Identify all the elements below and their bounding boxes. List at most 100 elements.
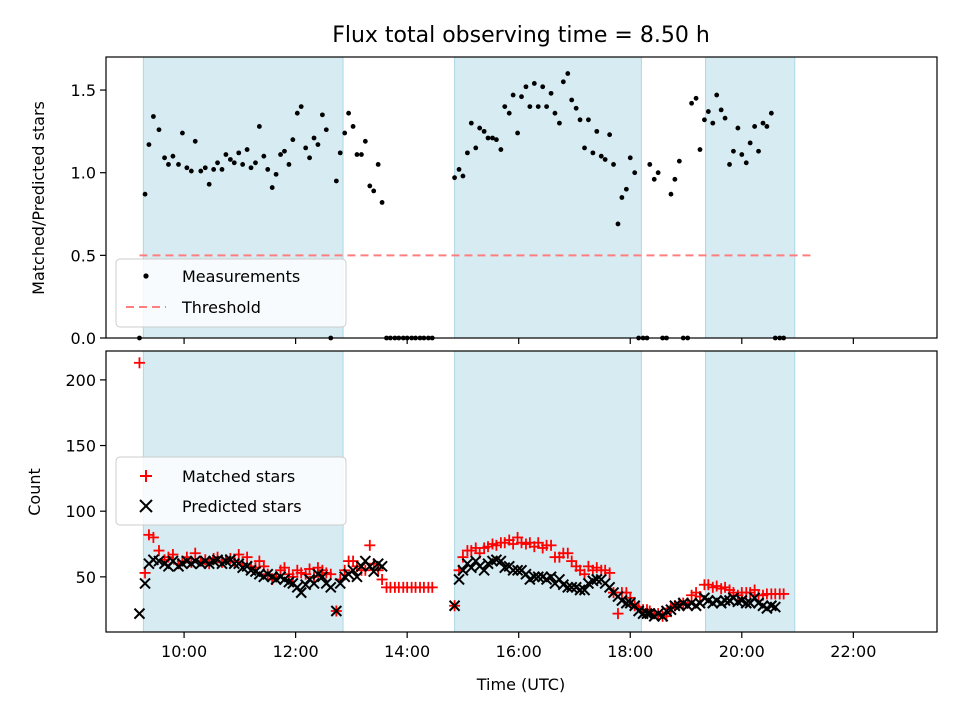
- measurement-point: [710, 120, 716, 126]
- measurement-point: [718, 107, 724, 113]
- measurement-point: [611, 162, 616, 167]
- x-axis-label: Time (UTC): [476, 675, 565, 694]
- matched-star-point: [278, 562, 290, 574]
- predicted-star-point: [511, 564, 524, 576]
- measurement-point: [342, 130, 348, 136]
- predicted-star-point: [565, 581, 578, 594]
- predicted-star-point: [347, 564, 359, 576]
- x-tick-label: 18:00: [607, 642, 653, 661]
- measurement-point: [253, 160, 258, 166]
- matched-star-point: [241, 551, 253, 563]
- legend-predicted-label: Predicted stars: [182, 497, 302, 516]
- measurement-point: [647, 162, 653, 167]
- measurement-points: [137, 71, 787, 341]
- matched-star-point: [147, 531, 159, 543]
- predicted-star-point: [507, 564, 519, 576]
- matched-star-point: [579, 568, 591, 580]
- measurement-point: [627, 155, 633, 161]
- measurement-point: [586, 117, 591, 123]
- measurement-point: [269, 185, 275, 190]
- bottom-y-ticks: 50 100 150 200: [65, 371, 106, 587]
- legend-measurements-label: Measurements: [182, 267, 300, 286]
- measurement-point: [494, 137, 499, 143]
- measurement-point: [602, 157, 608, 162]
- measurement-point: [473, 145, 479, 151]
- predicted-star-point: [308, 577, 320, 590]
- measurement-point: [714, 92, 720, 98]
- measurement-point: [337, 150, 343, 156]
- measurement-point: [278, 152, 283, 157]
- measurement-point: [323, 127, 329, 133]
- y-tick-label: 200: [65, 371, 96, 390]
- y-tick-label: 1.0: [71, 164, 96, 183]
- top-x-ticks: [183, 338, 854, 344]
- bottom-y-axis-label: Count: [25, 468, 44, 516]
- predicted-star-point: [457, 564, 469, 576]
- predicted-star-point: [330, 605, 343, 617]
- measurement-point: [256, 124, 262, 129]
- measurement-point: [290, 137, 296, 143]
- measurement-point: [227, 157, 233, 162]
- measurement-point: [346, 110, 352, 116]
- predicted-star-point: [486, 555, 499, 567]
- measurement-point: [739, 152, 745, 157]
- measurement-point: [756, 148, 761, 154]
- measurement-point: [166, 162, 171, 167]
- matched-star-point: [189, 547, 201, 559]
- predicted-star-point: [769, 601, 781, 613]
- measurement-point: [151, 114, 156, 119]
- measurement-point: [544, 104, 549, 109]
- measurement-point: [764, 124, 770, 129]
- predicted-star-point: [133, 607, 146, 620]
- measurement-point: [548, 90, 554, 96]
- matched-star-point: [604, 567, 616, 579]
- measurement-point: [231, 160, 237, 166]
- matched-star-point: [376, 573, 388, 585]
- x-tick-label: 22:00: [830, 642, 876, 661]
- measurement-point: [565, 71, 571, 76]
- measurement-point: [202, 165, 208, 171]
- measurement-point: [697, 147, 703, 152]
- measurement-point: [354, 152, 360, 157]
- matched-star-point: [612, 608, 624, 620]
- bottom-legend: Matched stars Predicted stars: [115, 456, 347, 526]
- predicted-star-point: [578, 584, 591, 596]
- measurement-point: [240, 162, 246, 167]
- top-axes-frame: [105, 56, 938, 339]
- predicted-star-point: [669, 600, 681, 612]
- matched-star-point: [167, 549, 179, 561]
- predicted-star-point: [189, 555, 201, 567]
- predicted-star-point: [376, 560, 388, 573]
- measurement-point: [515, 130, 520, 136]
- measurement-point: [731, 148, 736, 154]
- predicted-star-point: [316, 571, 329, 583]
- x-tick-label: 16:00: [496, 642, 542, 661]
- matched-star-point: [507, 538, 519, 550]
- predicted-star-point: [562, 581, 574, 594]
- measurement-point: [468, 120, 474, 126]
- bottom-x-ticks: 10:00 12:00 14:00 16:00 18:00 20:00 22:00: [161, 632, 876, 661]
- measurement-point: [236, 150, 242, 156]
- measurement-point: [540, 84, 546, 90]
- top-legend-box: [115, 258, 347, 328]
- predicted-star-point: [574, 584, 586, 596]
- measurement-point: [527, 104, 533, 109]
- measurement-point: [607, 132, 613, 138]
- predicted-star-point: [153, 555, 165, 567]
- y-tick-label: 0.0: [71, 329, 96, 348]
- measurement-point: [162, 155, 167, 161]
- matched-star-point: [133, 357, 145, 369]
- measurement-point: [582, 145, 587, 151]
- measurement-point: [768, 110, 774, 116]
- measurement-point: [747, 140, 753, 146]
- measurement-point: [362, 138, 368, 144]
- predicted-star-point: [283, 576, 295, 588]
- y-tick-label: 100: [65, 502, 96, 521]
- measurement-point: [452, 175, 457, 181]
- predicted-star-point: [228, 558, 240, 570]
- measurement-point: [273, 171, 279, 177]
- x-tick-label: 14:00: [384, 642, 430, 661]
- measurement-point: [702, 117, 707, 123]
- measurement-point: [192, 138, 198, 144]
- predicted-star-point: [765, 600, 778, 612]
